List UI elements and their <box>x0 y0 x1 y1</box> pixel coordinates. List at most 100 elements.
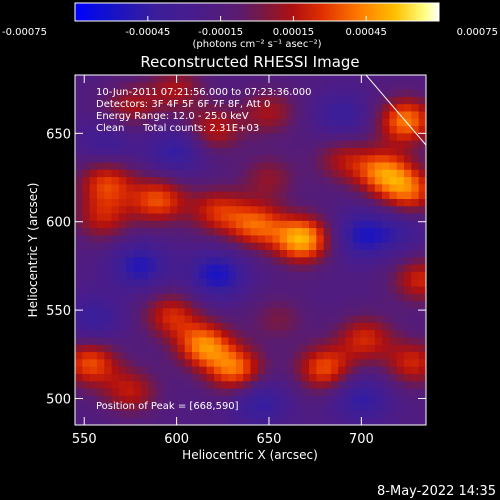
heatmap-cell <box>206 162 215 171</box>
heatmap-cell <box>287 315 295 324</box>
heatmap-cell <box>338 184 347 193</box>
heatmap-cell <box>338 169 347 178</box>
heatmap-cell <box>243 373 252 382</box>
heatmap-cell <box>352 184 361 193</box>
heatmap-cell <box>309 177 317 185</box>
heatmap-cell <box>118 359 127 368</box>
heatmap-cell <box>243 235 252 244</box>
heatmap-cell <box>235 162 244 171</box>
heatmap-cell <box>192 359 200 368</box>
heatmap-cell <box>126 140 135 149</box>
heatmap-cell <box>221 417 230 425</box>
heatmap-cell <box>338 235 347 244</box>
heatmap-cell <box>184 111 193 120</box>
heatmap-cell <box>206 308 215 317</box>
heatmap-cell <box>309 264 317 273</box>
heatmap-cell <box>162 235 171 244</box>
heatmap-cell <box>272 206 281 215</box>
heatmap-cell <box>75 403 83 412</box>
heatmap-cell <box>133 242 142 251</box>
heatmap-cell <box>265 366 274 375</box>
heatmap-cell <box>235 228 244 237</box>
heatmap-cell <box>82 286 91 295</box>
heatmap-cell <box>133 147 142 156</box>
heatmap-cell <box>352 264 361 273</box>
heatmap-cell <box>228 322 237 331</box>
heatmap-cell <box>338 228 347 237</box>
heatmap-cell <box>228 89 237 98</box>
heatmap-cell <box>382 177 391 185</box>
heatmap-cell <box>272 250 281 258</box>
heatmap-cell <box>170 301 178 309</box>
heatmap-cell <box>301 162 310 171</box>
heatmap-cell <box>89 257 98 266</box>
heatmap-cell <box>148 133 157 142</box>
heatmap-cell <box>265 155 274 164</box>
heatmap-cell <box>272 257 281 266</box>
heatmap-cell <box>140 147 149 156</box>
heatmap-cell <box>301 82 310 91</box>
heatmap-cell <box>177 271 186 280</box>
heatmap-cell <box>82 366 91 375</box>
heatmap-cell <box>148 417 157 425</box>
heatmap-cell <box>192 162 200 171</box>
heatmap-cell <box>257 140 266 149</box>
heatmap-cell <box>221 286 230 295</box>
heatmap-cell <box>404 147 412 156</box>
heatmap-cell <box>82 403 91 412</box>
heatmap-cell <box>96 126 105 134</box>
heatmap-cell <box>96 381 105 390</box>
heatmap-cell <box>287 184 295 193</box>
heatmap-cell <box>111 75 120 83</box>
heatmap-cell <box>111 242 120 251</box>
heatmap-cell <box>352 228 361 237</box>
heatmap-cell <box>221 330 230 339</box>
heatmap-cell <box>177 140 186 149</box>
heatmap-cell <box>396 271 405 280</box>
heatmap-cell <box>301 301 310 309</box>
heatmap-cell <box>367 89 376 98</box>
heatmap-cell <box>287 235 295 244</box>
heatmap-cell <box>418 410 426 419</box>
heatmap-cell <box>148 147 157 156</box>
heatmap-cell <box>162 366 171 375</box>
heatmap-cell <box>82 301 91 309</box>
heatmap-cell <box>265 235 274 244</box>
heatmap-cell <box>323 75 332 83</box>
heatmap-cell <box>404 242 412 251</box>
heatmap-cell <box>199 169 208 178</box>
heatmap-cell <box>111 89 120 98</box>
heatmap-cell <box>323 133 332 142</box>
heatmap-cell <box>221 301 230 309</box>
heatmap-cell <box>75 126 83 134</box>
heatmap-cell <box>206 177 215 185</box>
heatmap-cell <box>148 82 157 91</box>
heatmap-cell <box>250 279 259 288</box>
heatmap-cell <box>170 126 178 134</box>
heatmap-cell <box>257 264 266 273</box>
heatmap-cell <box>221 388 230 397</box>
heatmap-cell <box>323 395 332 404</box>
heatmap-cell <box>177 293 186 302</box>
heatmap-cell <box>96 271 105 280</box>
heatmap-cell <box>338 242 347 251</box>
heatmap-cell <box>235 286 244 295</box>
heatmap-cell <box>418 337 426 346</box>
heatmap-cell <box>184 250 193 258</box>
heatmap-cell <box>96 198 105 207</box>
heatmap-cell <box>133 388 142 397</box>
heatmap-cell <box>374 82 383 91</box>
heatmap-cell <box>345 250 354 258</box>
heatmap-cell <box>345 352 354 360</box>
heatmap-cell <box>177 264 186 273</box>
heatmap-cell <box>257 359 266 368</box>
heatmap-cell <box>309 271 317 280</box>
heatmap-cell <box>75 118 83 127</box>
heatmap-cell <box>389 366 398 375</box>
heatmap-cell <box>243 359 252 368</box>
heatmap-cell <box>374 228 383 237</box>
heatmap-cell <box>82 184 91 193</box>
heatmap-cell <box>192 147 200 156</box>
heatmap-cell <box>265 257 274 266</box>
heatmap-cell <box>235 177 244 185</box>
